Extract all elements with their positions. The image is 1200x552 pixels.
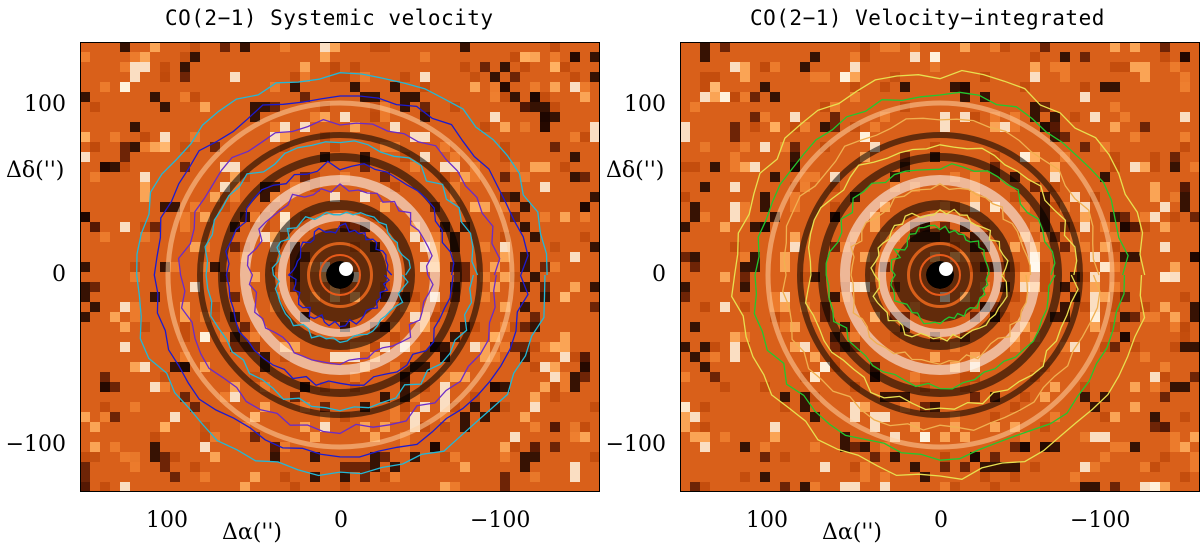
panel-systemic-velocity: CO(2−1) Systemic velocity 100 0 −100 Δδ(… (5, 6, 600, 545)
panel-title: CO(2−1) Systemic velocity (165, 6, 494, 30)
panel-velocity-integrated: CO(2−1) Velocity−integrated 100 0 −100 Δ… (600, 0, 1200, 552)
x-tick-label: 0 (334, 508, 348, 533)
x-tick-label: 100 (746, 508, 788, 533)
x-tick-label: −100 (470, 508, 531, 533)
panel-title: CO(2−1) Velocity−integrated (750, 6, 1105, 30)
y-tick-label: 100 (624, 92, 666, 117)
y-axis-label: Δδ('') (606, 158, 665, 183)
y-tick-label: −100 (605, 432, 666, 457)
co-map-image (680, 42, 1200, 492)
x-tick-label: 0 (934, 508, 948, 533)
x-tick-label: 100 (146, 508, 188, 533)
x-tick-label: −100 (1070, 508, 1131, 533)
y-tick-label: −100 (5, 432, 66, 457)
y-axis-label: Δδ('') (6, 158, 65, 183)
y-tick-label: 0 (652, 262, 666, 287)
y-tick-label: 100 (24, 92, 66, 117)
x-axis-label: Δα('') (222, 520, 283, 545)
x-axis-label: Δα('') (822, 520, 883, 545)
co-map-image (80, 42, 600, 492)
y-tick-label: 0 (52, 262, 66, 287)
